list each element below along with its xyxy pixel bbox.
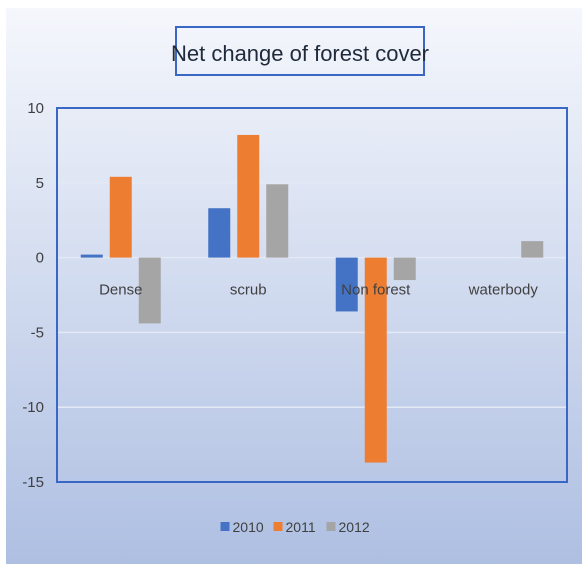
bar-2011-non-forest <box>364 257 387 463</box>
y-tick-label: -10 <box>22 399 44 416</box>
legend-label: 2011 <box>286 519 316 535</box>
plot-area-border <box>56 107 568 483</box>
chart-background <box>6 8 582 564</box>
y-tick-label: 10 <box>27 100 44 117</box>
legend-label: 2012 <box>339 519 370 535</box>
y-tick-label: 5 <box>36 175 44 192</box>
legend: 2010 2011 2012 <box>220 519 370 535</box>
chart-title-box <box>175 26 425 76</box>
category-label: scrub <box>230 282 267 299</box>
legend-swatch-2010 <box>220 522 230 531</box>
y-tick-label: -5 <box>31 324 44 341</box>
bar-2011-scrub <box>237 134 260 258</box>
bar-2012-waterbody <box>521 241 544 258</box>
legend-label: 2010 <box>233 519 264 535</box>
y-tick-label: 0 <box>36 250 44 267</box>
legend-swatch-2012 <box>326 522 336 531</box>
category-label: Non forest <box>341 282 411 299</box>
bar-2010-dense <box>80 254 103 258</box>
y-axis-ticks: 10 5 0 -5 -10 -15 <box>22 100 44 491</box>
category-label: Dense <box>99 282 142 299</box>
y-tick-label: -15 <box>22 474 44 491</box>
legend-swatch-2011 <box>273 522 283 531</box>
chart-title: Net change of forest cover <box>171 41 429 66</box>
bar-2012-dense <box>138 257 161 324</box>
bar-2011-dense <box>109 176 132 258</box>
category-label: waterbody <box>468 282 539 299</box>
bar-2012-non-forest <box>393 257 416 281</box>
bars <box>80 134 544 463</box>
bar-2010-non-forest <box>335 257 358 312</box>
category-labels: Dense scrub Non forest waterbody <box>99 282 538 299</box>
bar-2010-scrub <box>208 208 231 258</box>
bar-2012-scrub <box>266 184 289 258</box>
